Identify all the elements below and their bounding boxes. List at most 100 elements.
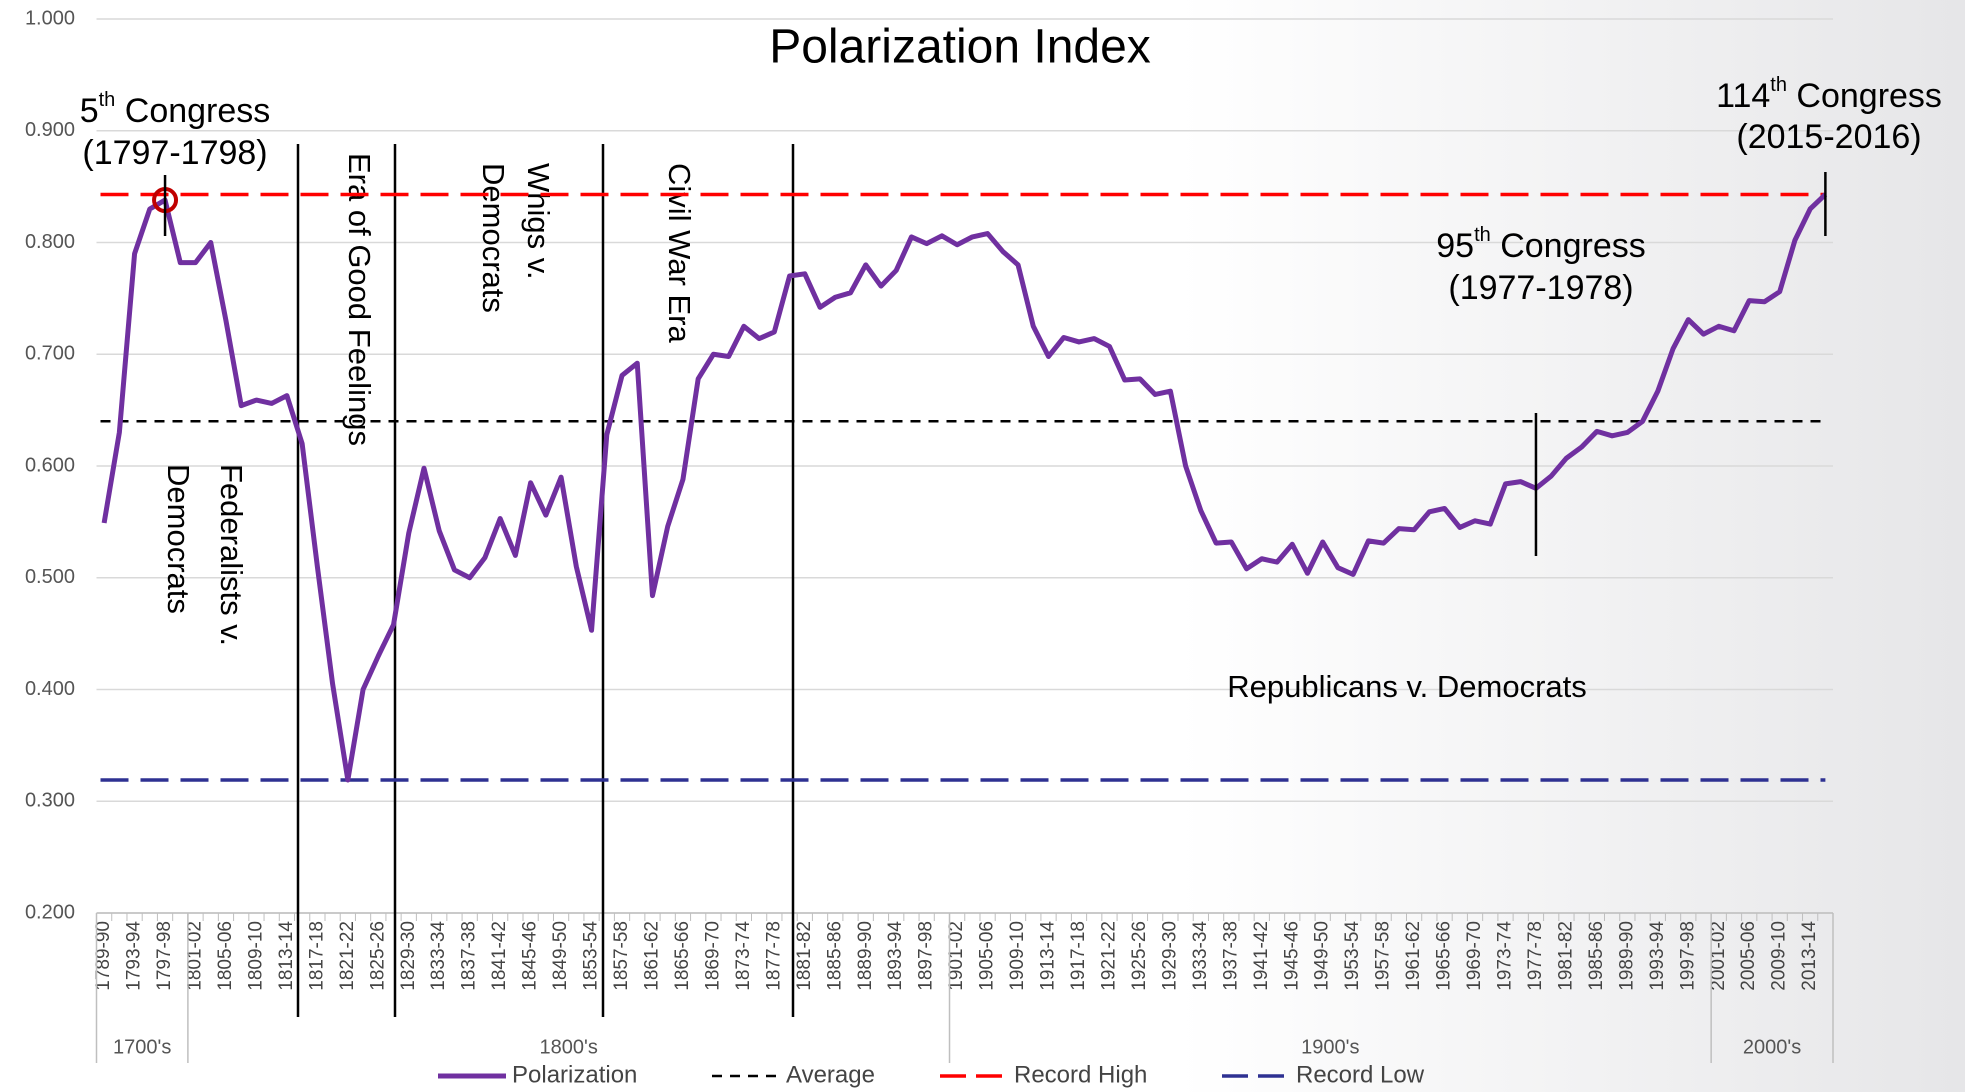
- x-tick-label: 1853-54: [581, 921, 602, 991]
- y-tick-label: 1.000: [25, 7, 75, 29]
- annotation-text: Congress: [1787, 77, 1942, 115]
- group-label: 1700's: [113, 1036, 171, 1058]
- era-label: Whigs v.: [521, 163, 556, 280]
- y-tick-label: 0.700: [25, 343, 75, 365]
- x-tick-label: 1937-38: [1220, 921, 1241, 991]
- x-tick-label: 1837-38: [459, 921, 480, 991]
- annotation: 5th Congress: [80, 89, 271, 130]
- x-tick-label: 1921-22: [1098, 921, 1119, 991]
- annotation: 95th Congress: [1436, 224, 1645, 265]
- era-label: Federalists v.: [214, 464, 249, 646]
- x-tick-label: 1833-34: [428, 921, 449, 991]
- annotations: 5th Congress (1797-1798) 114th Congress …: [80, 74, 1942, 704]
- legend-label: Record Low: [1296, 1061, 1425, 1088]
- x-tick-label: 1813-14: [276, 921, 297, 991]
- x-tick-label: 1841-42: [489, 921, 510, 991]
- x-tick-label: 1877-78: [763, 921, 784, 991]
- x-tick-label: 1881-82: [794, 921, 815, 991]
- x-tick-label: 1945-46: [1281, 921, 1302, 991]
- legend-label: Average: [786, 1061, 875, 1088]
- annotation-suffix: th: [1474, 224, 1491, 246]
- chart-title: Polarization Index: [769, 21, 1151, 74]
- x-tick-label: 1789-90: [93, 921, 114, 991]
- x-tick-label: 1909-10: [1007, 921, 1028, 991]
- x-tick-label: 2013-14: [1799, 921, 1820, 991]
- era-label: Democrats: [161, 464, 196, 614]
- x-tick-label: 1917-18: [1068, 921, 1089, 991]
- era-label: Civil War Era: [662, 163, 697, 343]
- x-tick-label: 1961-62: [1403, 921, 1424, 991]
- x-tick-label: 1989-90: [1616, 921, 1637, 991]
- x-tick-label: 1805-06: [215, 921, 236, 991]
- x-tick-label: 2005-06: [1738, 921, 1759, 991]
- x-tick-label: 2001-02: [1708, 921, 1729, 991]
- era-label: Democrats: [476, 163, 511, 313]
- x-tick-label: 1797-98: [154, 921, 175, 991]
- group-label: 2000's: [1743, 1036, 1801, 1058]
- annotation-number: 5: [80, 92, 99, 130]
- x-tick-label: 1845-46: [520, 921, 541, 991]
- x-tick-label: 1869-70: [702, 921, 723, 991]
- group-label: 1800's: [540, 1036, 598, 1058]
- x-tick-label: 1913-14: [1038, 921, 1059, 991]
- x-tick-label: 1969-70: [1464, 921, 1485, 991]
- annotation-suffix: th: [1770, 74, 1787, 96]
- x-tick-label: 1801-02: [185, 921, 206, 991]
- x-tick-label: 1981-82: [1555, 921, 1576, 991]
- x-tick-label: 1817-18: [306, 921, 327, 991]
- annotation-years: (1977-1978): [1448, 269, 1633, 307]
- x-tick-label: 1901-02: [946, 921, 967, 991]
- x-tick-label: 1897-98: [916, 921, 937, 991]
- era-label: Era of Good Feelings: [342, 153, 377, 446]
- y-tick-label: 0.200: [25, 901, 75, 923]
- legend-label: Record High: [1014, 1061, 1147, 1088]
- x-tick-label: 1997-98: [1677, 921, 1698, 991]
- legend-label: Polarization: [512, 1061, 637, 1088]
- annotation-text: Congress: [1491, 227, 1646, 265]
- era-label: Republicans v. Democrats: [1227, 669, 1587, 704]
- x-tick-label: 1933-34: [1190, 921, 1211, 991]
- x-tick-label: 1857-58: [611, 921, 632, 991]
- x-tick-label: 1861-62: [642, 921, 663, 991]
- x-tick-label: 1885-86: [824, 921, 845, 991]
- x-tick-label: 2009-10: [1769, 921, 1790, 991]
- x-tick-label: 1965-66: [1434, 921, 1455, 991]
- series-line: [101, 192, 1828, 783]
- x-tick-label: 1793-94: [124, 921, 145, 991]
- x-tick-label: 1973-74: [1495, 921, 1516, 991]
- x-tick-label: 1953-54: [1342, 921, 1363, 991]
- x-tick-label: 1905-06: [977, 921, 998, 991]
- annotation-years: (2015-2016): [1736, 118, 1921, 156]
- x-tick-label: 1941-42: [1251, 921, 1272, 991]
- x-tick-label: 1829-30: [398, 921, 419, 991]
- y-tick-label: 0.800: [25, 231, 75, 253]
- x-tick-label: 1893-94: [885, 921, 906, 991]
- x-tick-label: 1977-78: [1525, 921, 1546, 991]
- annotation-number: 95: [1436, 227, 1474, 265]
- annotation-number: 114: [1716, 77, 1770, 115]
- y-tick-label: 0.500: [25, 566, 75, 588]
- group-label: 1900's: [1301, 1036, 1359, 1058]
- x-tick-label: 1949-50: [1312, 921, 1333, 991]
- x-tick-label: 1929-30: [1159, 921, 1180, 991]
- y-tick-label: 0.600: [25, 454, 75, 476]
- x-tick-label: 1957-58: [1373, 921, 1394, 991]
- annotation-suffix: th: [99, 89, 116, 111]
- x-tick-label: 1873-74: [733, 921, 754, 991]
- x-tick-label: 1985-86: [1586, 921, 1607, 991]
- x-tick-label: 1993-94: [1647, 921, 1668, 991]
- x-tick-label: 1925-26: [1129, 921, 1150, 991]
- y-tick-label: 0.400: [25, 678, 75, 700]
- x-tick-label: 1825-26: [367, 921, 388, 991]
- y-tick-label: 0.300: [25, 790, 75, 812]
- y-tick-label: 0.900: [25, 119, 75, 141]
- x-tick-label: 1865-66: [672, 921, 693, 991]
- x-tick-label: 1889-90: [855, 921, 876, 991]
- annotation-years: (1797-1798): [82, 134, 267, 172]
- x-tick-label: 1821-22: [337, 921, 358, 991]
- annotation: 114th Congress: [1716, 74, 1942, 115]
- x-tick-label: 1809-10: [245, 921, 266, 991]
- x-tick-label: 1849-50: [550, 921, 571, 991]
